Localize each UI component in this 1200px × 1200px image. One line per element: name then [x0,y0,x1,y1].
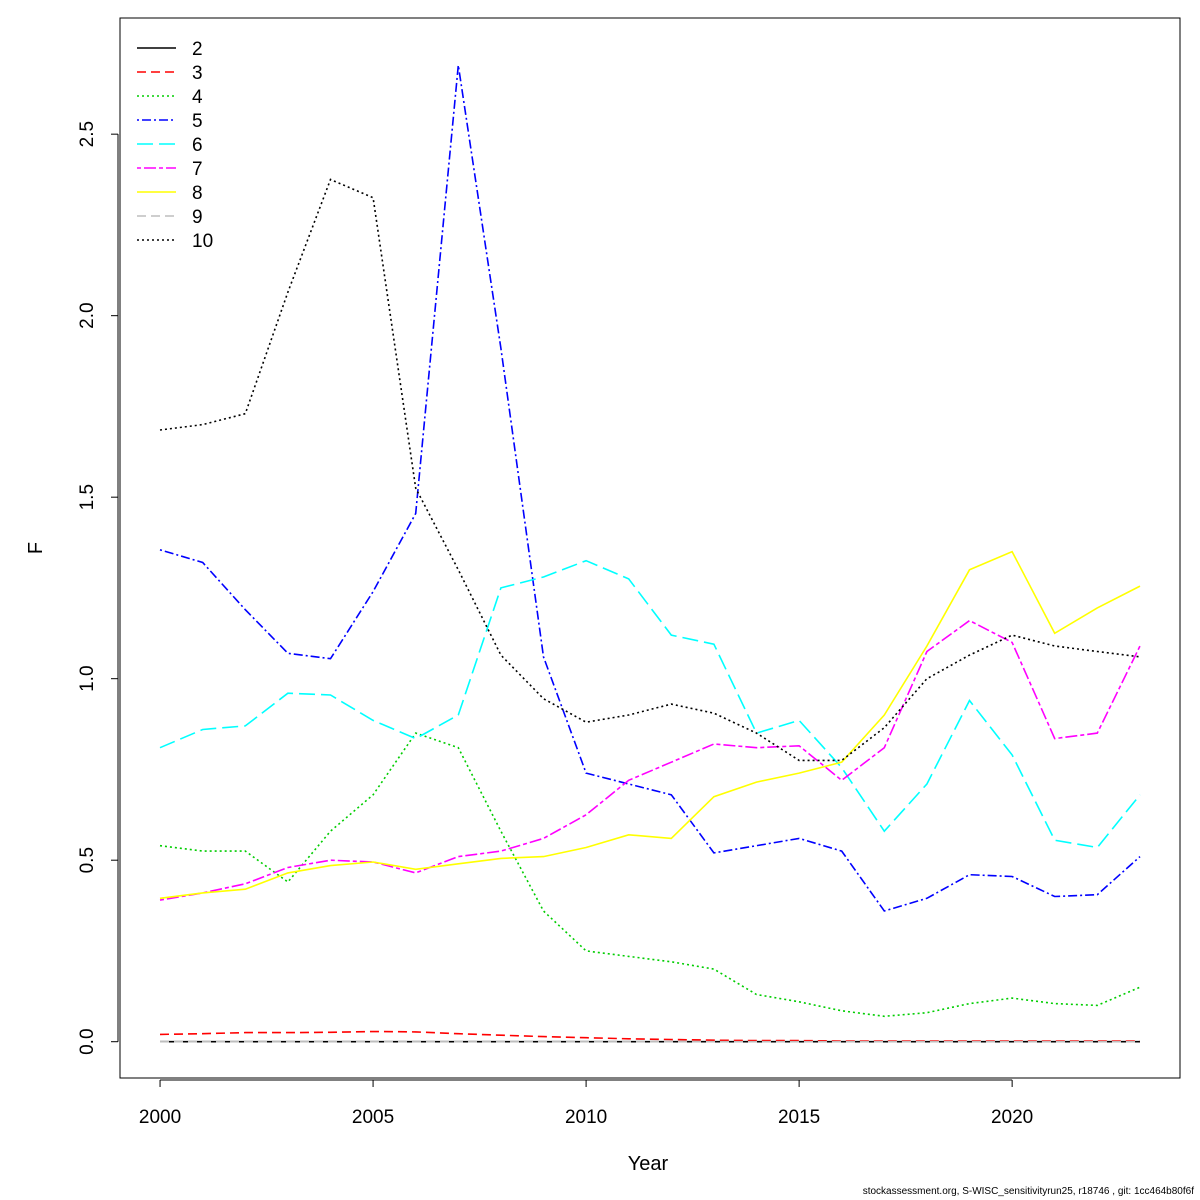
x-axis-label: Year [628,1153,669,1175]
series-line-8 [159,550,1141,900]
legend-label-8: 8 [192,183,203,204]
series-line-6 [159,559,1141,849]
plot-frame [119,17,1181,1079]
footer-note: stockassessment.org, S-WISC_sensitivityr… [862,1186,1194,1197]
y-tick-label: 2.0 [77,302,98,328]
x-tick-label: 2010 [565,1107,607,1128]
legend: 2 3 4 5 6 7 8 9 10 [137,39,213,252]
series-line-5 [159,65,1141,912]
series-line-7 [159,619,1141,901]
series-line-10 [159,178,1141,762]
x-tick-label: 2000 [139,1107,181,1128]
legend-label-9: 9 [192,207,203,228]
y-tick-label: 1.0 [77,665,98,691]
legend-label-4: 4 [192,87,203,108]
series-lines [159,65,1141,1043]
legend-label-6: 6 [192,135,203,156]
x-tick-label: 2020 [991,1107,1033,1128]
y-tick-label: 1.5 [77,484,98,510]
legend-label-7: 7 [192,159,203,180]
legend-label-3: 3 [192,63,203,84]
y-tick-label: 0.0 [77,1028,98,1054]
y-tick-label: 2.5 [77,121,98,147]
legend-label-5: 5 [192,111,203,132]
series-line-3 [159,1030,1140,1042]
y-axis-label: F [25,542,47,554]
legend-label-2: 2 [192,39,203,60]
series-line-4 [159,732,1141,1018]
axes: 2000 2005 2010 2015 2020 0.0 0.5 1.0 1.5 2.0 2.5 [77,121,1033,1128]
x-tick-label: 2005 [352,1107,394,1128]
legend-label-10: 10 [192,231,213,252]
x-tick-label: 2015 [778,1107,820,1128]
y-tick-label: 0.5 [77,847,98,873]
